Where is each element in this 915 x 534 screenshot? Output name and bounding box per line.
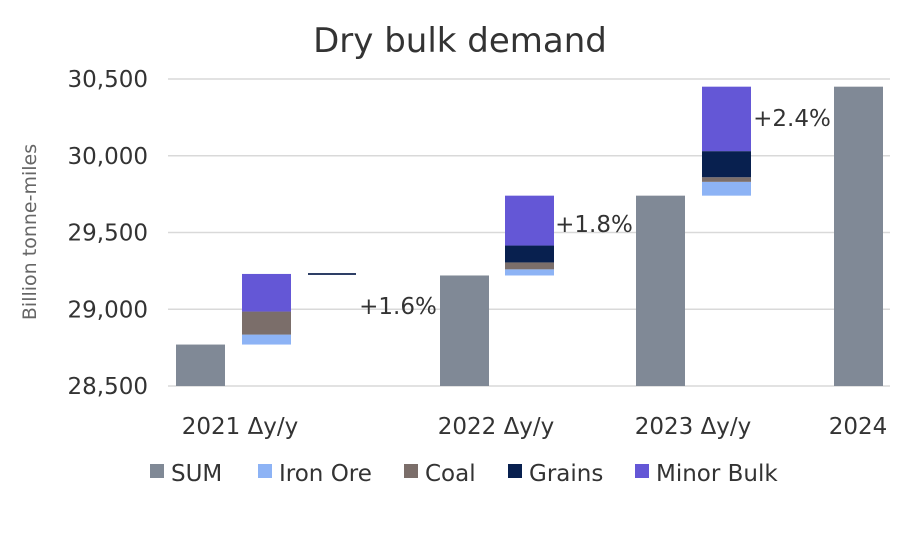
bar-change-2023-y-y-minor-bulk — [702, 86, 751, 152]
bar-total-2021 — [176, 344, 225, 386]
legend-label-iron-ore: Iron Ore — [279, 461, 372, 487]
legend-swatch-minor-bulk — [635, 464, 649, 478]
legend: SUM Iron Ore Coal Grains Minor Bulk — [150, 461, 778, 487]
annotation-2022-growth: +1.8% — [555, 212, 633, 238]
bar-change-2023-y-y-coal — [702, 177, 751, 182]
legend-swatch-coal — [404, 464, 418, 478]
bar-total-2023 — [636, 195, 685, 386]
legend-swatch-grains — [508, 464, 522, 478]
bar-change-2023-y-y-iron-ore — [702, 181, 751, 196]
bar-change-2021-y-y-coal — [242, 311, 291, 335]
y-tick-label-29500: 29,500 — [68, 221, 148, 247]
legend-swatch-sum — [150, 464, 164, 478]
annotation-2021-growth: +1.6% — [359, 294, 437, 320]
x-tick-2023: 2023 Δy/y — [635, 414, 752, 440]
y-tick-label-28500: 28,500 — [68, 374, 148, 400]
bar-change-2022-y-y-grains — [505, 245, 554, 263]
annotation-2023-growth: +2.4% — [753, 106, 831, 132]
y-axis-label: Billion tonne-miles — [19, 144, 41, 320]
y-tick-label-30500: 30,500 — [68, 67, 148, 93]
bar-total-2022 — [440, 275, 489, 386]
legend-swatch-iron-ore — [258, 464, 272, 478]
x-tick-2024: 2024 — [829, 414, 888, 440]
legend-label-sum: SUM — [171, 461, 222, 487]
legend-label-minor-bulk: Minor Bulk — [656, 461, 778, 487]
chart-title: Dry bulk demand — [313, 21, 607, 61]
legend-label-grains: Grains — [529, 461, 603, 487]
x-tick-2022: 2022 Δy/y — [438, 414, 555, 440]
bar-change-2022-y-y-coal — [505, 262, 554, 270]
bar-change-2022-y-y-minor-bulk — [505, 195, 554, 246]
legend-label-coal: Coal — [425, 461, 476, 487]
bar-change-2022-y-y-iron-ore — [505, 269, 554, 276]
y-tick-label-30000: 30,000 — [68, 144, 148, 170]
x-tick-2021: 2021 Δy/y — [182, 414, 299, 440]
bar-change-2021-y-y-minor-bulk — [242, 273, 291, 312]
bar-change-2023-y-y-grains — [702, 151, 751, 178]
y-tick-label-29000: 29,000 — [68, 297, 148, 323]
bar-change-2021-y-y-iron-ore — [242, 334, 291, 345]
bar-total-2024 — [834, 86, 883, 387]
